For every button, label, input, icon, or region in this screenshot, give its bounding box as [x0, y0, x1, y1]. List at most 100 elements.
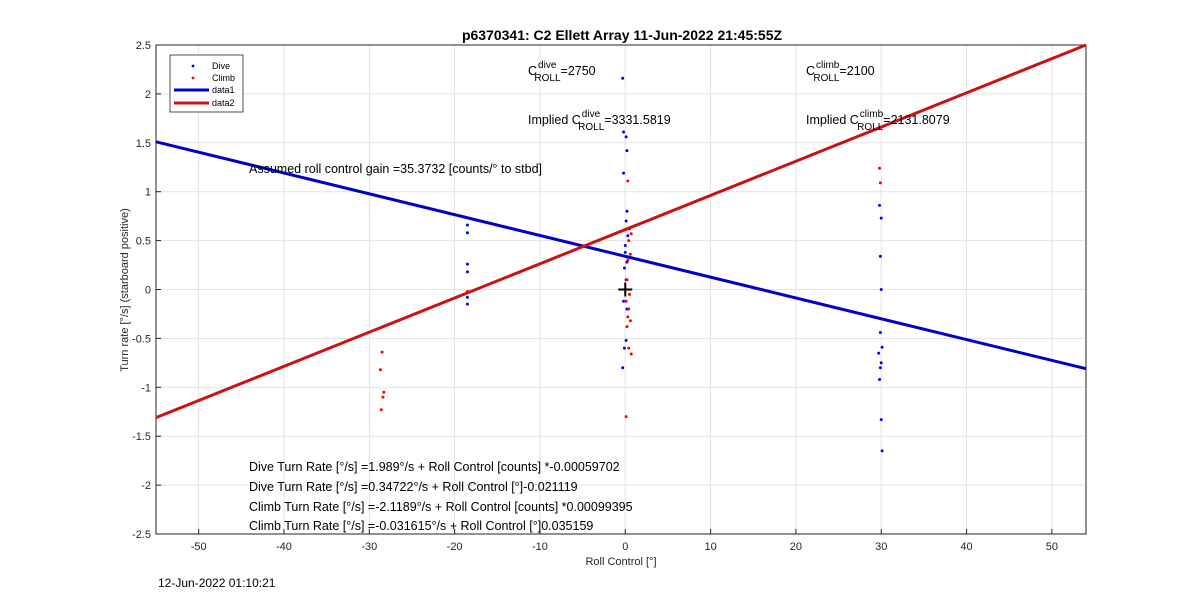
data2-fit-line [155, 43, 1087, 420]
climb-point [628, 252, 632, 256]
climb-point [629, 232, 633, 236]
implied-dive-annotation: Implied Cdive ROLL=3331.5819 [528, 109, 671, 133]
dive-point [878, 366, 882, 370]
climb-point [625, 278, 629, 282]
dive-point [622, 130, 626, 134]
climb-point [627, 239, 631, 243]
y-axis-label: Turn rate [°/s] (starboard positive) [119, 208, 131, 372]
x-tick-label: -50 [191, 541, 207, 553]
c-roll-climb-value: =2100 [840, 64, 875, 78]
climb-point [382, 390, 386, 394]
legend-data2-label: data2 [212, 98, 235, 108]
chart-title: p6370341: C2 Ellett Array 11-Jun-2022 21… [462, 27, 783, 43]
y-tick-label: 2 [145, 89, 151, 101]
implied-dive-sub: ROLL [578, 122, 605, 133]
climb-point [626, 315, 630, 319]
dive-point [622, 346, 626, 350]
dive-point [623, 243, 627, 247]
x-tick-label: 0 [622, 541, 628, 553]
y-tick-label: 1.5 [136, 138, 151, 150]
dive-point [879, 418, 883, 422]
c-roll-dive-text: C [528, 64, 537, 78]
c-roll-climb-text: C [806, 64, 815, 78]
climb-point [628, 319, 632, 323]
origin-marker [618, 282, 633, 297]
dive-point [465, 223, 469, 227]
climb-point [380, 350, 384, 354]
implied-dive-value: =3331.5819 [604, 113, 670, 127]
dive-point [878, 203, 882, 207]
x-tick-label: -30 [361, 541, 377, 553]
climb-point [624, 415, 628, 419]
x-tick-label: 20 [790, 541, 802, 553]
c-roll-dive-value: =2750 [561, 64, 596, 78]
y-tick-label: -1 [141, 382, 151, 394]
dive-point [880, 345, 884, 349]
climb-point [628, 292, 632, 296]
dive-point [621, 76, 625, 80]
x-axis-label: Roll Control [°] [585, 556, 656, 568]
climb-point [465, 289, 469, 293]
y-tick-label: 2.5 [136, 40, 151, 52]
climb-point [625, 325, 629, 329]
dive-point [880, 449, 884, 453]
y-tick-label: -1.5 [132, 431, 151, 443]
timestamp: 12-Jun-2022 01:10:21 [158, 576, 276, 590]
x-tick-label: 10 [704, 541, 716, 553]
legend: Dive Climb data1 data2 [169, 54, 244, 113]
dive-point [621, 366, 625, 370]
c-roll-climb-sub: ROLL [813, 73, 840, 84]
legend-data1-label: data1 [212, 85, 235, 95]
dive-point [465, 262, 469, 266]
fit-text-3: Climb Turn Rate [°/s] =-2.1189°/s + Roll… [249, 500, 633, 514]
x-tick-label: 40 [960, 541, 972, 553]
dive-point [626, 234, 630, 238]
dive-point [465, 231, 469, 235]
dive-point [624, 338, 628, 342]
dive-point [624, 219, 628, 223]
climb-point [626, 258, 630, 262]
climb-point [624, 299, 628, 303]
dive-point [624, 135, 628, 139]
y-tick-label: -2 [141, 480, 151, 492]
c-roll-dive-annotation: Cdive ROLL=2750 [528, 60, 596, 84]
y-tick-label: 0.5 [136, 236, 151, 248]
climb-point [627, 346, 631, 350]
implied-dive-sup: dive [582, 109, 601, 120]
dive-point [622, 266, 626, 270]
x-tick-label: -10 [532, 541, 548, 553]
climb-point [626, 179, 630, 183]
implied-climb-sub: ROLL [857, 122, 884, 133]
roll-gain-annotation: Assumed roll control gain =35.3732 [coun… [249, 162, 542, 176]
dive-point [625, 209, 629, 213]
legend-dive-label: Dive [212, 61, 230, 71]
dive-point [878, 331, 882, 335]
dive-point [625, 149, 629, 153]
climb-point [627, 307, 631, 311]
legend-climb-swatch [191, 76, 195, 80]
implied-climb-annotation: Implied Cclimb ROLL=2131.8079 [806, 109, 950, 133]
implied-climb-text: Implied C [806, 113, 859, 127]
fit-text-2: Dive Turn Rate [°/s] =0.34722°/s + Roll … [249, 480, 578, 494]
c-roll-dive-sub: ROLL [534, 73, 561, 84]
tick-labels: -50 -40 -30 -20 -10 0 10 20 30 40 50-2.5-2-1.5-1-0… [132, 40, 1058, 553]
y-tick-label: 0 [145, 285, 151, 297]
dive-point [623, 250, 627, 254]
x-tick-label: -40 [276, 541, 292, 553]
implied-climb-sup: climb [860, 109, 884, 120]
implied-dive-text: Implied C [528, 113, 581, 127]
y-tick-label: -2.5 [132, 529, 151, 541]
climb-point [629, 352, 633, 356]
fit-lines [155, 43, 1087, 420]
climb-point [878, 181, 882, 185]
dive-point [878, 254, 882, 258]
dive-point [465, 270, 469, 274]
x-tick-label: -20 [447, 541, 463, 553]
data1-fit-line [155, 140, 1087, 371]
data-points [378, 76, 884, 453]
dive-point [878, 377, 882, 381]
